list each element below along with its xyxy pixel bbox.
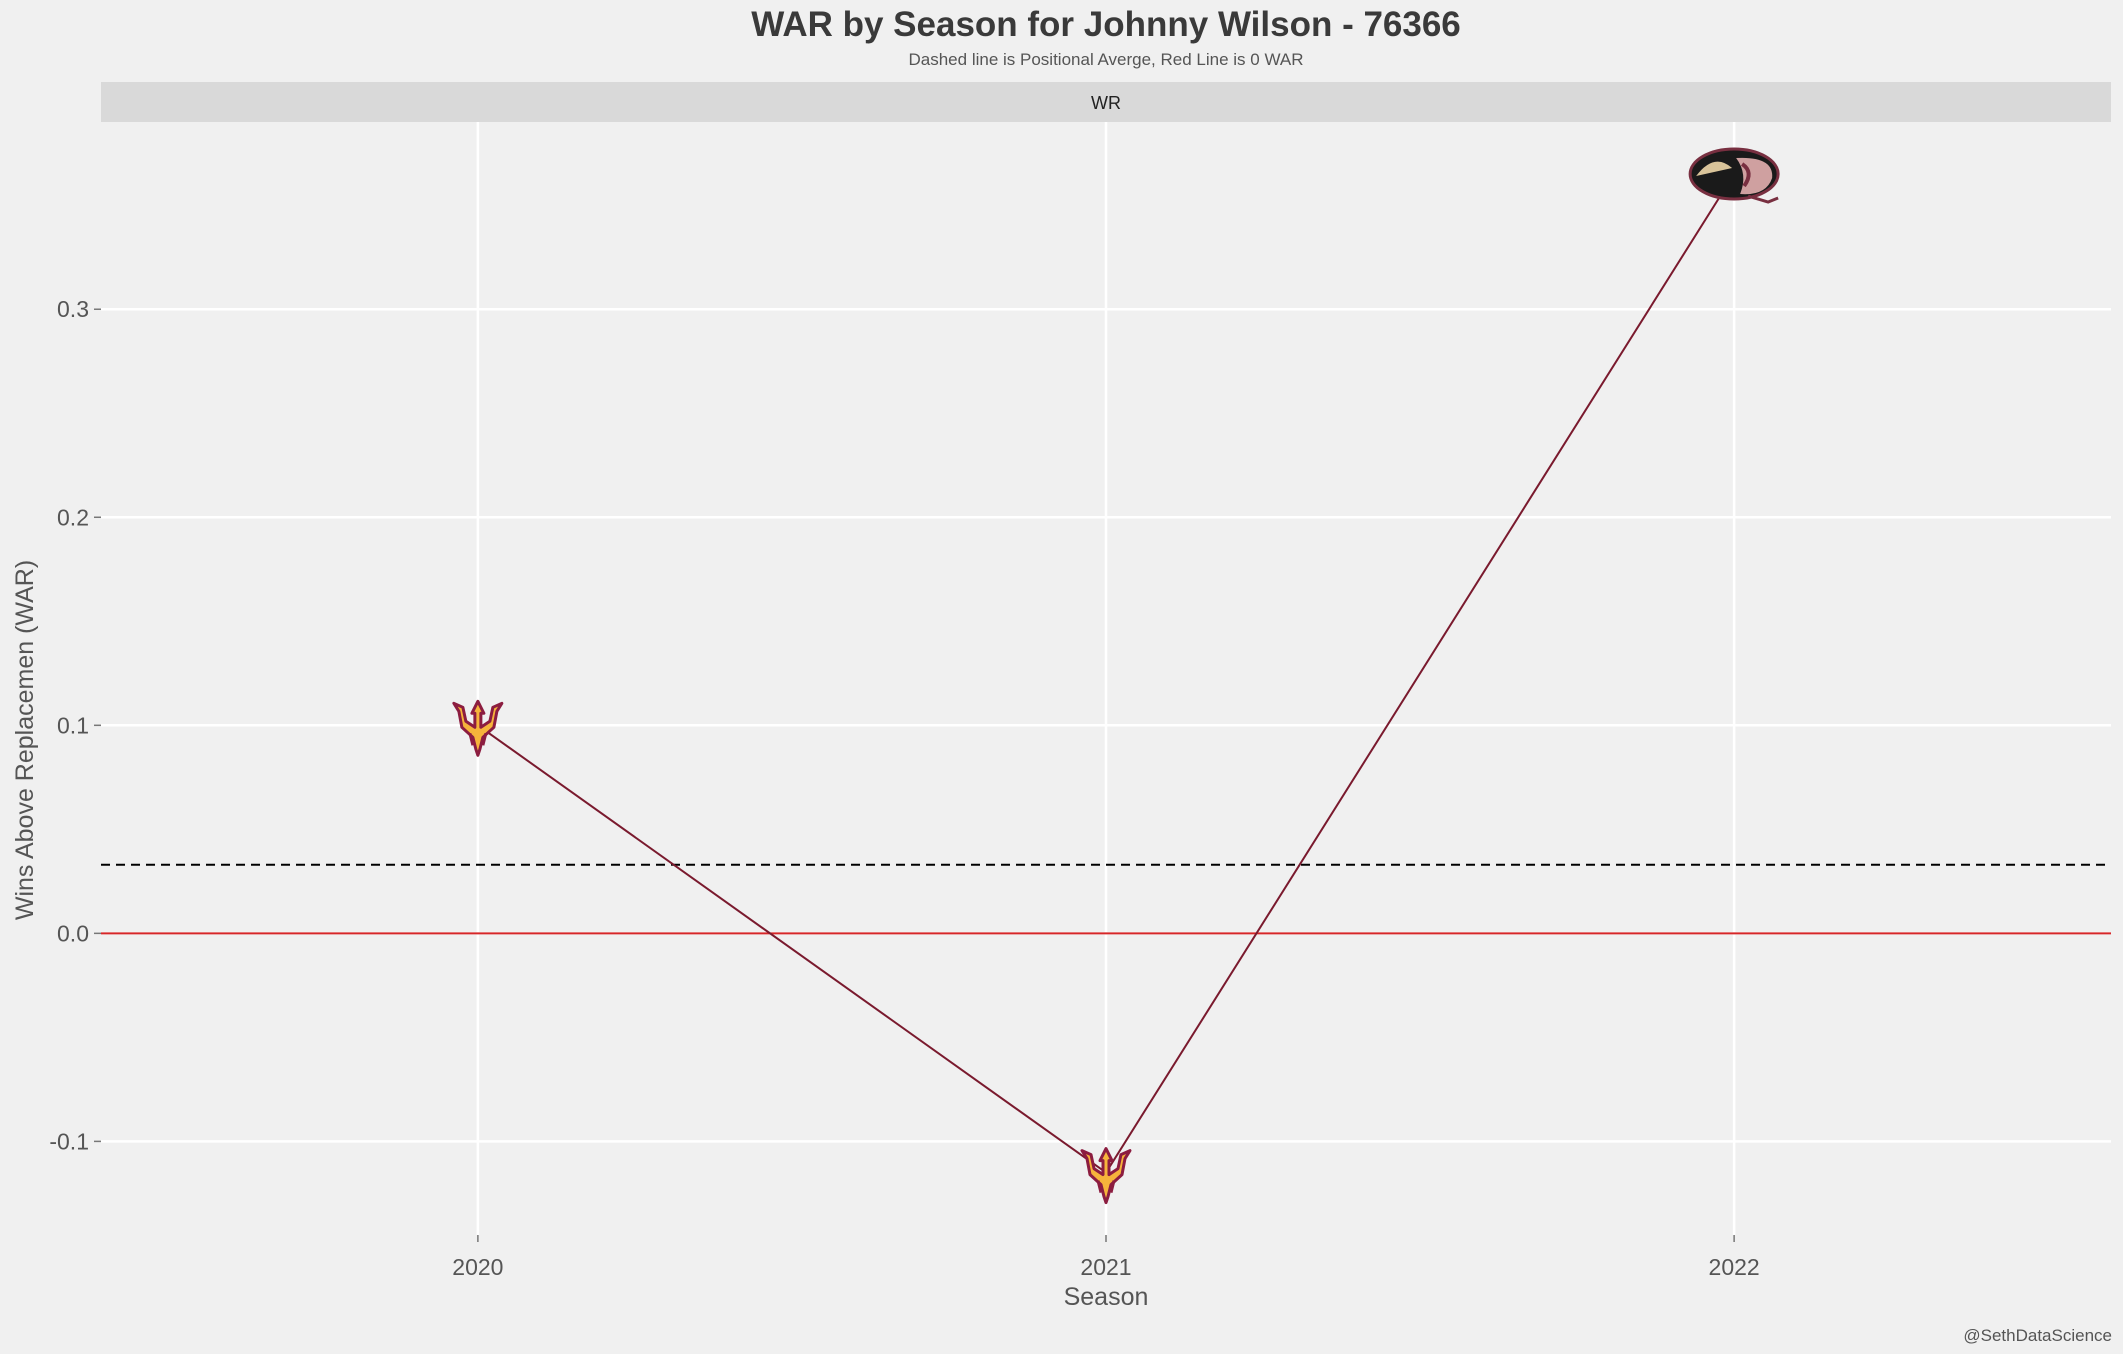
y-axis-label: Wins Above Replacemen (WAR) <box>11 560 39 920</box>
x-tick-label: 2020 <box>452 1254 503 1280</box>
y-tick-label: 0.0 <box>57 920 89 946</box>
reference-lines <box>101 863 2111 935</box>
war-series <box>452 147 1780 1205</box>
gridlines <box>101 122 2111 1235</box>
chart-subtitle: Dashed line is Positional Averge, Red Li… <box>909 50 1304 69</box>
y-tick-label: 0.3 <box>57 296 89 322</box>
y-axis-ticks: -0.1 0.0 0.1 0.2 0.3 <box>49 296 101 1154</box>
x-tick-label: 2022 <box>1709 1254 1760 1280</box>
pitchfork-drip <box>468 732 488 746</box>
chart-caption: @SethDataScience <box>1963 1326 2112 1345</box>
pitchfork-drip <box>1096 1180 1116 1193</box>
seminole-feather <box>1696 161 1733 177</box>
x-axis-label: Season <box>1064 1283 1149 1311</box>
x-tick-label: 2021 <box>1080 1254 1131 1280</box>
seminole-paint <box>1740 162 1751 188</box>
y-tick-label: 0.2 <box>57 504 89 530</box>
pitchfork-shape <box>1080 1147 1132 1205</box>
facet-strip <box>101 82 2111 122</box>
y-tick-label: 0.1 <box>57 712 89 738</box>
facet-label: WR <box>1091 93 1121 113</box>
data-point-pitchfork-logo <box>1080 1147 1132 1205</box>
y-tick-label: -0.1 <box>49 1128 89 1154</box>
data-point-pitchfork-logo <box>452 699 504 757</box>
seminole-chin <box>1747 194 1779 204</box>
data-point-seminole-logo <box>1688 147 1780 204</box>
x-axis-ticks: 2020 2021 2022 <box>452 1235 1760 1280</box>
chart-title: WAR by Season for Johnny Wilson - 76366 <box>751 5 1461 44</box>
pitchfork-shape <box>452 699 504 757</box>
